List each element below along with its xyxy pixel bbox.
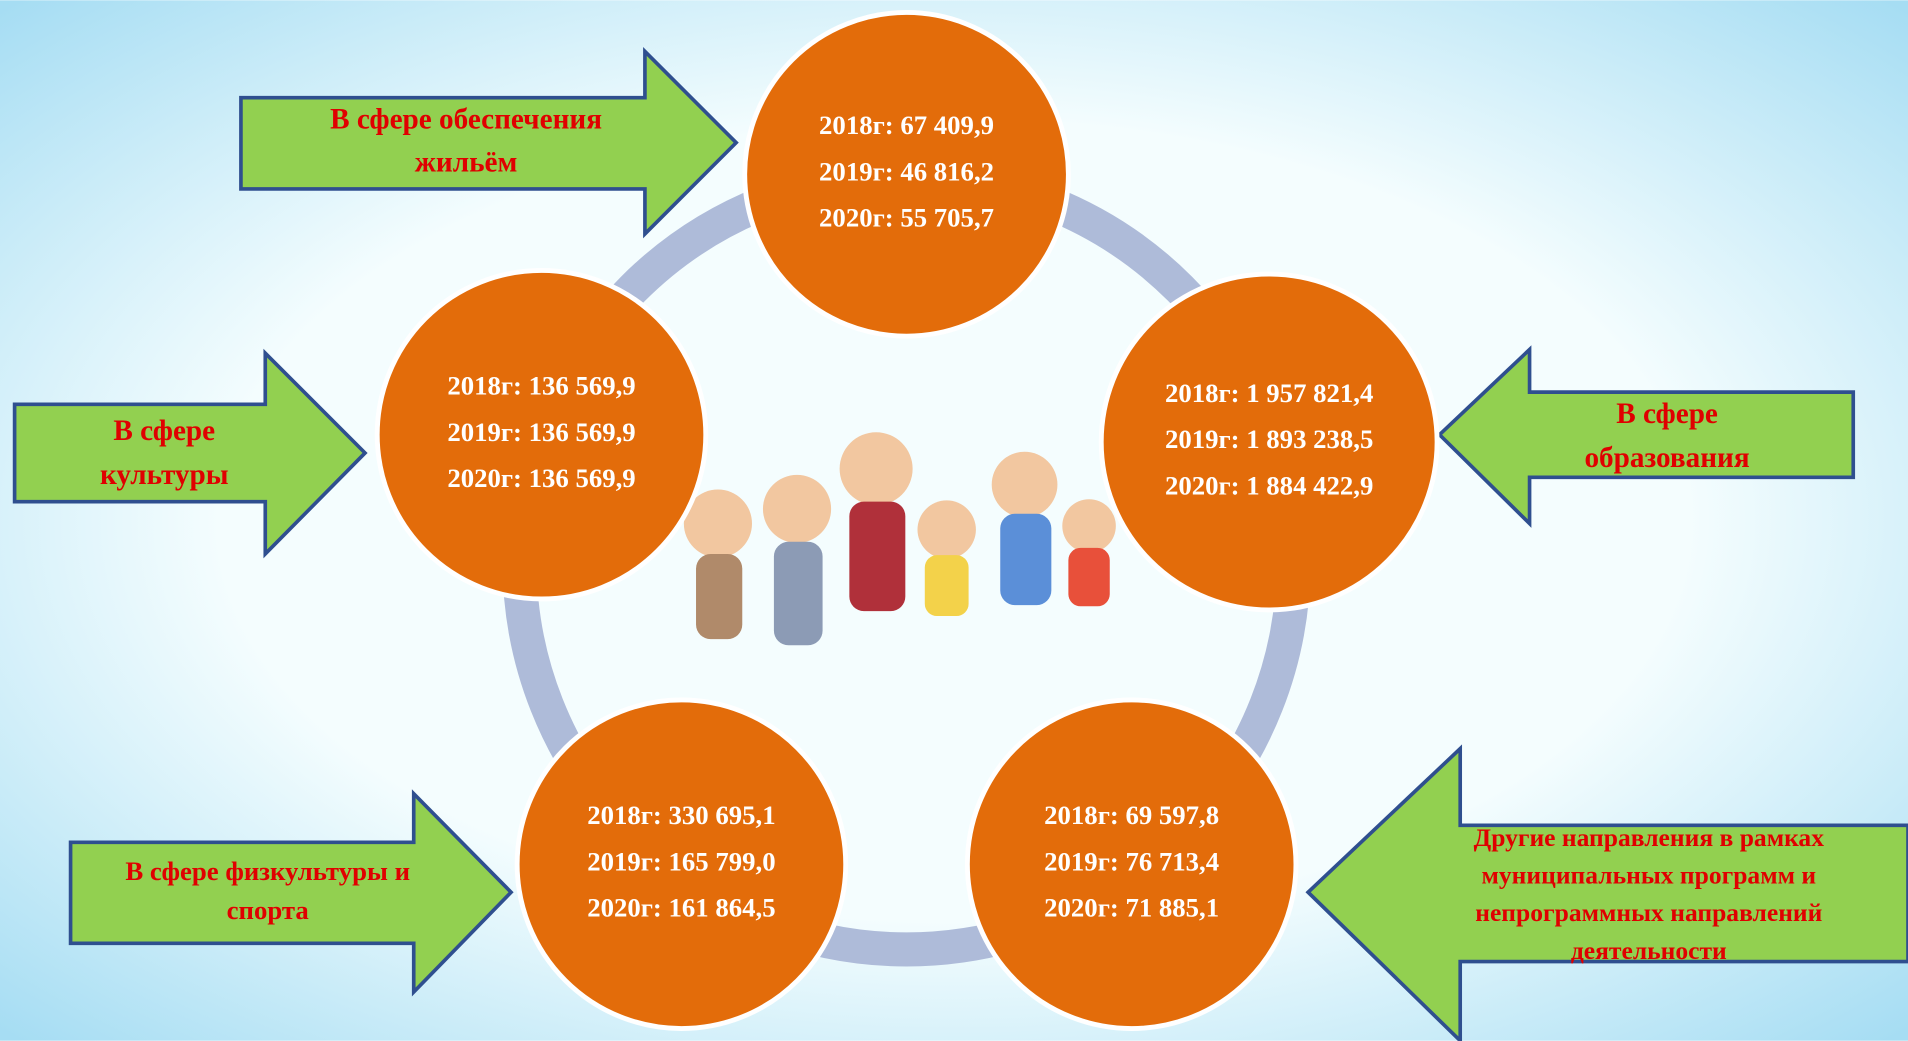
sector-label: В сфере (113, 415, 215, 447)
year-value: 2020г: 161 864,5 (587, 893, 775, 923)
year-value: 2018г: 69 597,8 (1044, 800, 1219, 830)
page: В сфере обеспечения жильём 2018г: 67 409,9… (0, 0, 1908, 1041)
year-value: 2019г: 136 569,9 (447, 417, 635, 447)
year-value: 2018г: 1 957 821,4 (1165, 378, 1373, 408)
sector-label: В сфере физкультуры и (125, 856, 410, 886)
sector-label: муниципальных программ и (1481, 861, 1816, 890)
year-value: 2020г: 55 705,7 (819, 203, 994, 233)
diagram: В сфере обеспечения жильём 2018г: 67 409,9… (0, 0, 1908, 1041)
year-value: 2020г: 71 885,1 (1044, 893, 1219, 923)
year-value: 2019г: 1 893 238,5 (1165, 424, 1373, 454)
year-value: 2020г: 1 884 422,9 (1165, 470, 1373, 500)
year-value: 2019г: 76 713,4 (1044, 846, 1219, 876)
year-value: 2018г: 330 695,1 (587, 800, 775, 830)
sector-label: непрограммных направлений (1475, 898, 1822, 927)
year-value: 2018г: 67 409,9 (819, 110, 994, 140)
sector-label: культуры (100, 459, 229, 491)
sector-label: образования (1584, 442, 1749, 474)
sector-label: Другие направления в рамках (1474, 823, 1825, 852)
sector-label: спорта (227, 895, 309, 925)
sector-label: деятельности (1571, 936, 1727, 965)
year-value: 2020г: 136 569,9 (447, 463, 635, 493)
year-value: 2019г: 46 816,2 (819, 156, 994, 186)
year-value: 2018г: 136 569,9 (447, 371, 635, 401)
sector-label: В сфере обеспечения (330, 104, 602, 136)
sector-label: В сфере (1616, 398, 1718, 430)
sector-label: жильём (415, 146, 518, 178)
year-value: 2019г: 165 799,0 (587, 846, 775, 876)
